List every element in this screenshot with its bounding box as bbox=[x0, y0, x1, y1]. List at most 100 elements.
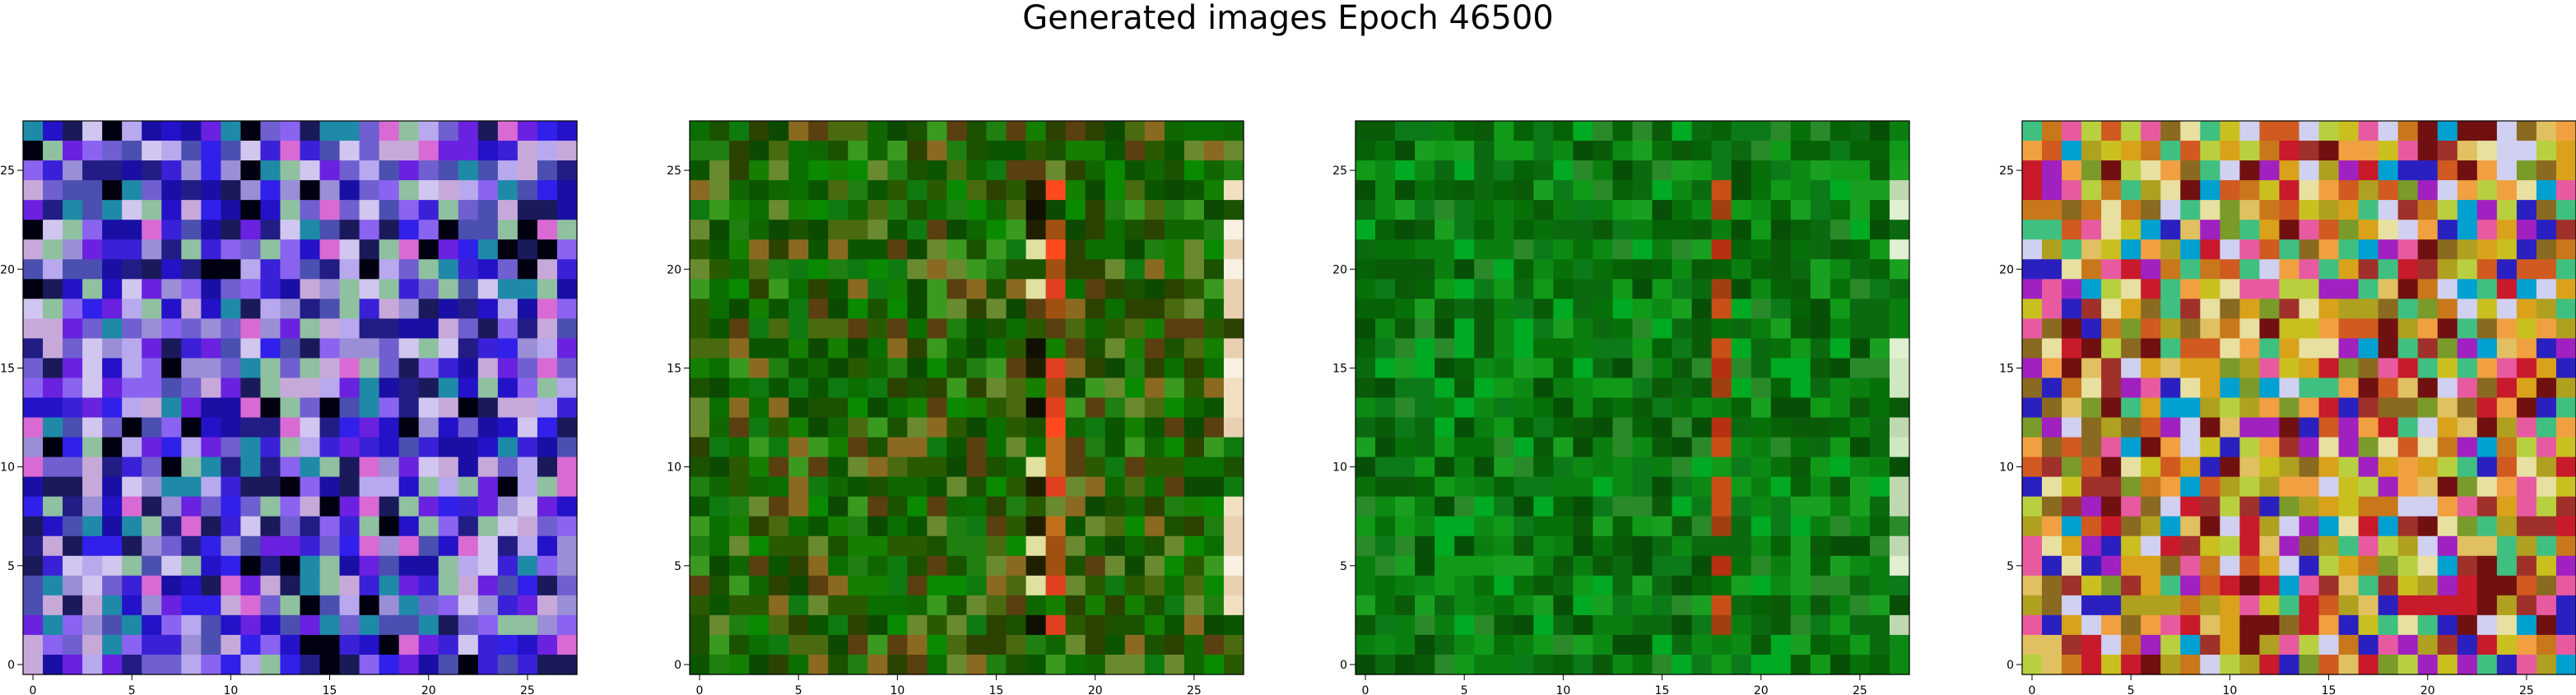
pixel-cell bbox=[2220, 378, 2240, 399]
pixel-cell bbox=[82, 496, 103, 517]
pixel-cell bbox=[946, 614, 968, 636]
pixel-cell bbox=[2555, 575, 2576, 596]
pixel-cell bbox=[2496, 555, 2518, 577]
pixel-cell bbox=[398, 200, 420, 220]
pixel-cell bbox=[537, 516, 558, 537]
pixel-cell bbox=[2160, 595, 2181, 616]
pixel-cell bbox=[2160, 437, 2181, 458]
pixel-cell bbox=[359, 417, 380, 438]
pixel-cell bbox=[1454, 338, 1475, 359]
pixel-cell bbox=[1889, 180, 1910, 201]
pixel-cell bbox=[1849, 239, 1871, 260]
pixel-cell bbox=[2516, 476, 2537, 498]
pixel-cell bbox=[1770, 239, 1792, 260]
pixel-cell bbox=[1164, 141, 1185, 161]
x-tick-label: 10 bbox=[223, 684, 238, 695]
pixel-cell bbox=[1045, 634, 1067, 656]
pixel-cell bbox=[1731, 417, 1752, 438]
pixel-cell bbox=[1104, 516, 1126, 537]
pixel-cell bbox=[1085, 259, 1106, 280]
pixel-cell bbox=[438, 318, 459, 339]
pixel-cell bbox=[749, 121, 770, 141]
pixel-cell bbox=[181, 200, 202, 220]
pixel-cell bbox=[1830, 456, 1851, 478]
pixel-cell bbox=[788, 575, 809, 596]
pixel-cell bbox=[2437, 476, 2458, 498]
pixel-cell bbox=[1104, 160, 1126, 181]
pixel-cell bbox=[1810, 220, 1831, 240]
pixel-cell bbox=[1869, 358, 1890, 379]
pixel-cell bbox=[240, 535, 262, 557]
pixel-cell bbox=[260, 456, 281, 478]
pixel-cell bbox=[2062, 259, 2082, 280]
pixel-cell bbox=[1203, 397, 1225, 419]
pixel-cell bbox=[161, 595, 182, 616]
pixel-cell bbox=[1593, 575, 1614, 596]
pixel-cell bbox=[2200, 259, 2220, 280]
pixel-cell bbox=[2180, 614, 2201, 636]
pixel-cell bbox=[2318, 456, 2340, 478]
pixel-cell bbox=[1104, 279, 1126, 299]
pixel-cell bbox=[2279, 200, 2300, 220]
pixel-cell bbox=[2318, 535, 2340, 557]
pixel-cell bbox=[181, 338, 202, 359]
pixel-cell bbox=[1006, 141, 1027, 161]
pixel-cell bbox=[2318, 239, 2340, 260]
pixel-cell bbox=[2397, 595, 2419, 616]
pixel-cell bbox=[769, 259, 789, 280]
pixel-cell bbox=[1790, 397, 1811, 419]
pixel-cell bbox=[1223, 575, 1244, 596]
pixel-cell bbox=[2180, 575, 2201, 596]
pixel-cell bbox=[2536, 358, 2557, 379]
pixel-cell bbox=[1454, 476, 1475, 498]
pixel-cell bbox=[2200, 437, 2220, 458]
pixel-cell bbox=[1085, 516, 1106, 537]
pixel-cell bbox=[319, 437, 341, 458]
pixel-cell bbox=[2476, 614, 2498, 636]
pixel-cell bbox=[102, 358, 123, 379]
pixel-cell bbox=[537, 496, 558, 517]
y-tick-label: 0 bbox=[2006, 659, 2014, 672]
pixel-cell bbox=[946, 160, 968, 181]
pixel-cell bbox=[260, 121, 281, 141]
pixel-cell bbox=[1415, 614, 1435, 636]
pixel-cell bbox=[161, 318, 182, 339]
pixel-cell bbox=[102, 535, 123, 557]
pixel-cell bbox=[379, 160, 400, 181]
pixel-cell bbox=[398, 160, 420, 181]
pixel-cell bbox=[2101, 180, 2122, 201]
pixel-cell bbox=[2417, 654, 2439, 675]
pixel-cell bbox=[2200, 141, 2220, 161]
pixel-cell bbox=[319, 338, 341, 359]
pixel-cell bbox=[497, 397, 518, 419]
pixel-cell bbox=[1045, 338, 1067, 359]
pixel-cell bbox=[82, 595, 103, 616]
pixel-cell bbox=[339, 516, 360, 537]
pixel-cell bbox=[1085, 239, 1106, 260]
pixel-cell bbox=[458, 200, 479, 220]
pixel-cell bbox=[2121, 121, 2141, 141]
pixel-cell bbox=[2457, 654, 2478, 675]
pixel-cell bbox=[300, 476, 321, 498]
pixel-cell bbox=[709, 417, 730, 438]
pixel-cell bbox=[2062, 555, 2082, 577]
pixel-cell bbox=[2417, 279, 2439, 299]
pixel-cell bbox=[438, 299, 459, 319]
pixel-cell bbox=[102, 417, 123, 438]
pixel-cell bbox=[2437, 437, 2458, 458]
pixel-cell bbox=[2417, 200, 2439, 220]
pixel-cell bbox=[1889, 397, 1910, 419]
pixel-cell bbox=[2259, 417, 2281, 438]
pixel-cell bbox=[280, 378, 301, 399]
pixel-cell bbox=[260, 378, 281, 399]
pixel-cell bbox=[517, 200, 538, 220]
pixel-cell bbox=[201, 259, 221, 280]
pixel-cell bbox=[828, 141, 849, 161]
pixel-cell bbox=[1355, 437, 1376, 458]
pixel-cell bbox=[709, 279, 730, 299]
pixel-cell bbox=[2081, 397, 2102, 419]
pixel-cell bbox=[280, 417, 301, 438]
pixel-cell bbox=[1454, 279, 1475, 299]
pixel-cell bbox=[2555, 180, 2576, 201]
pixel-cell bbox=[2180, 299, 2201, 319]
